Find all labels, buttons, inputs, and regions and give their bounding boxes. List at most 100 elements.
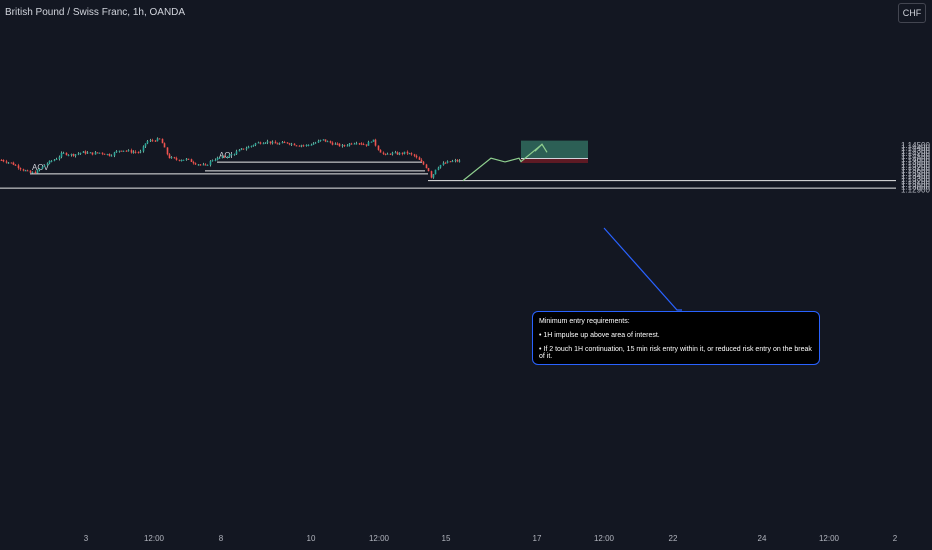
candle-body (355, 143, 358, 145)
candle-body (384, 153, 387, 155)
candle-body (266, 141, 269, 143)
candle-body (290, 143, 293, 145)
candlestick-series (0, 137, 461, 179)
candle-body (14, 164, 17, 166)
candle-body (235, 151, 238, 155)
candle-body (226, 156, 229, 158)
symbol-title[interactable]: British Pound / Swiss Franc, 1h, OANDA (5, 7, 186, 18)
currency-badge[interactable]: CHF (898, 3, 926, 23)
candle-body (298, 145, 301, 147)
note-callout[interactable]: Minimum entry requirements: • 1H impulse… (532, 311, 820, 365)
candle-body (276, 143, 279, 145)
candle-body (82, 151, 85, 153)
candle-body (353, 143, 356, 145)
price-tick-label: 1.13500 (901, 169, 930, 178)
candle-body (425, 164, 428, 169)
candle-body (312, 143, 315, 145)
candle-body (295, 145, 298, 147)
candle-body (391, 152, 394, 155)
candle-body (31, 171, 34, 173)
time-tick-label: 24 (758, 534, 767, 543)
candle-body (305, 144, 308, 146)
candle-body (86, 152, 89, 154)
candle-body (70, 154, 73, 156)
candle-body (394, 152, 397, 154)
note-title: Minimum entry requirements: (539, 318, 630, 325)
candle-body (43, 165, 46, 167)
time-tick-label: 12:00 (369, 534, 390, 543)
candle-body (41, 166, 44, 169)
candle-body (343, 145, 346, 147)
candle-body (72, 154, 75, 156)
price-tick-label: 1.13400 (901, 172, 930, 181)
candle-body (415, 155, 418, 158)
candle-body (163, 143, 166, 148)
candle-body (74, 154, 77, 156)
candle-body (283, 142, 286, 144)
candle-body (156, 138, 159, 142)
candle-body (58, 156, 61, 160)
candle-body (118, 150, 121, 152)
candle-body (269, 141, 272, 144)
candle-body (60, 152, 63, 157)
candle-body (281, 142, 284, 144)
price-tick-label: 1.14500 (901, 141, 930, 150)
candle-body (202, 164, 205, 166)
stop-zone (521, 158, 588, 163)
price-axis: 1.145001.144001.143001.142001.141001.140… (901, 141, 930, 195)
candle-body (55, 159, 58, 161)
candle-body (262, 143, 265, 145)
candle-body (257, 142, 260, 144)
candle-body (331, 142, 334, 145)
candle-body (84, 151, 87, 154)
candle-body (341, 145, 344, 147)
candle-body (406, 151, 409, 154)
candle-body (322, 139, 325, 141)
time-tick-label: 3 (84, 534, 89, 543)
candle-body (127, 150, 130, 152)
candle-body (348, 143, 351, 146)
candle-body (442, 162, 445, 165)
time-tick-label: 10 (307, 534, 316, 543)
time-tick-label: 22 (669, 534, 678, 543)
candle-body (398, 152, 401, 155)
candle-body (427, 168, 430, 172)
candle-body (374, 139, 377, 146)
candle-body (307, 144, 310, 146)
candle-body (408, 153, 411, 155)
candle-body (134, 151, 137, 153)
candle-body (389, 153, 392, 155)
candle-body (26, 170, 29, 172)
candle-body (254, 143, 257, 146)
projection-line (462, 143, 543, 182)
candle-body (24, 170, 27, 172)
candle-body (2, 159, 5, 162)
candle-body (218, 157, 221, 159)
candle-body (161, 138, 164, 144)
candle-body (12, 162, 15, 165)
price-tick-label: 1.14300 (901, 146, 930, 155)
candle-body (403, 151, 406, 154)
candle-body (216, 157, 219, 160)
time-tick-label: 2 (893, 534, 898, 543)
candle-body (22, 169, 25, 171)
price-tick-label: 1.13200 (901, 177, 930, 186)
candle-body (38, 168, 41, 171)
time-tick-label: 8 (219, 534, 224, 543)
candle-body (449, 161, 452, 163)
candle-body (175, 158, 178, 160)
candle-body (444, 162, 447, 164)
level-label: AOI (219, 151, 233, 160)
candle-body (310, 144, 313, 146)
candle-body (252, 145, 255, 147)
candle-body (247, 146, 250, 149)
candle-body (451, 160, 454, 162)
candle-body (192, 161, 195, 164)
candle-body (319, 139, 322, 141)
callout-arrow (603, 227, 682, 311)
candle-body (91, 152, 94, 155)
price-tick-label: 1.13100 (901, 180, 930, 189)
candle-body (250, 145, 253, 147)
